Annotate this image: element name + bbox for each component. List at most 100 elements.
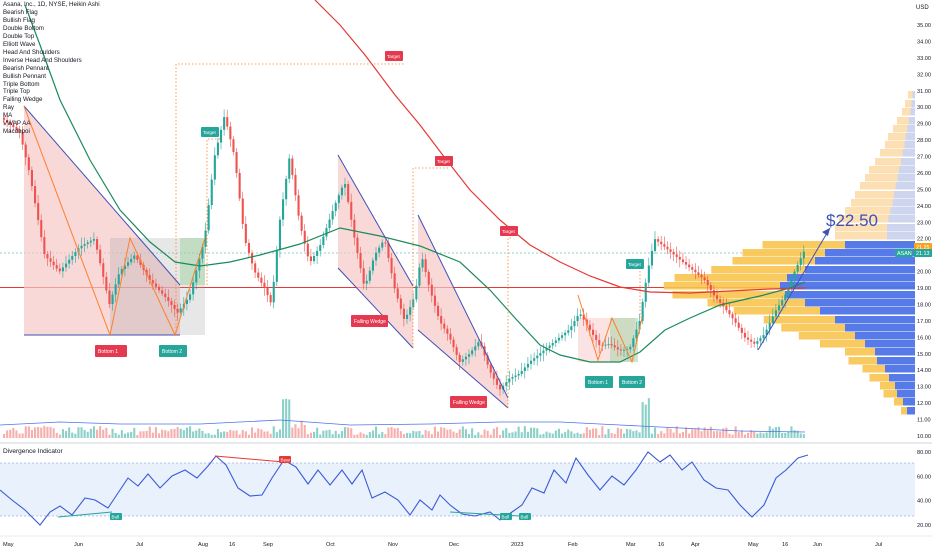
candle-body (530, 360, 533, 364)
indicator-item[interactable]: Double Top (3, 32, 35, 40)
divergence-badge (110, 513, 122, 520)
candle-body (681, 259, 684, 263)
candle-body (650, 250, 653, 266)
indicator-item[interactable]: Ray (3, 104, 15, 112)
candle-body (108, 290, 111, 305)
volume-bar (6, 430, 9, 438)
volume-bar (545, 431, 548, 438)
volume-bar (263, 431, 266, 438)
indicator-item[interactable]: Macdbpoi (3, 128, 30, 136)
candle-body (635, 329, 638, 339)
volume-profile-row (869, 374, 889, 382)
price-tick-label: 32.00 (917, 72, 931, 78)
volume-profile-row (897, 390, 915, 398)
pattern-badge (159, 345, 187, 357)
volume-bar (712, 431, 715, 438)
volume-bar (681, 431, 684, 438)
candle-body (167, 297, 170, 302)
indicator-item[interactable]: Bullish Flag (3, 16, 35, 24)
indicator-item[interactable]: Double Bottom (3, 24, 44, 32)
volume-bar (635, 430, 638, 438)
volume-profile-row (887, 224, 915, 232)
volume-profile-row (763, 316, 835, 324)
volume-bar (3, 433, 6, 438)
volume-bar (77, 427, 80, 438)
volume-bar (774, 427, 777, 438)
price-tick-label: 35.00 (917, 23, 931, 29)
candle-body (213, 155, 216, 180)
volume-bar (576, 432, 579, 438)
indicator-item[interactable]: VWAP AA (3, 120, 31, 128)
volume-bar (9, 429, 12, 438)
volume-bar (399, 431, 402, 438)
volume-bar (111, 428, 114, 438)
candle-body (455, 347, 458, 355)
volume-bar (508, 432, 511, 438)
candle-body (368, 270, 371, 281)
volume-profile-row (862, 365, 885, 373)
volume-bar (802, 434, 805, 438)
volume-bar (759, 432, 762, 438)
volume-bar (663, 433, 666, 438)
candle-body (697, 272, 700, 275)
candle-body (92, 239, 95, 241)
candle-body (30, 170, 33, 187)
volume-profile-row (820, 340, 865, 348)
price-tick-label: 33.00 (917, 56, 931, 62)
candle-body (278, 219, 281, 251)
indicator-item[interactable]: Bearish Pennant (3, 64, 49, 72)
volume-bar (46, 426, 49, 438)
indicator-item[interactable]: Triple Top (3, 88, 30, 96)
oscillator-band (0, 463, 915, 516)
volume-bar (108, 434, 111, 438)
candle-body (89, 240, 92, 243)
volume-bar (164, 430, 167, 438)
candle-body (96, 239, 99, 250)
candle-body (49, 258, 52, 262)
pattern-badge (351, 315, 388, 327)
volume-bar (492, 428, 495, 438)
candle-body (105, 276, 108, 291)
indicator-item[interactable]: Bullish Pennant (3, 72, 46, 80)
candle-body (406, 314, 409, 319)
candle-body (164, 293, 167, 298)
indicator-item[interactable]: MA (3, 112, 13, 120)
candle-body (309, 256, 312, 262)
volume-bar (145, 430, 148, 438)
candle-body (644, 282, 647, 302)
candle-body (716, 295, 719, 300)
volume-bar (226, 431, 229, 438)
candle-body (588, 324, 591, 330)
time-tick-label: 2023 (511, 542, 523, 548)
indicator-item[interactable]: Elliott Wave (3, 40, 36, 48)
candle-body (241, 198, 244, 224)
volume-bar (409, 433, 412, 438)
indicator-item[interactable]: Head And Shoulders (3, 48, 60, 56)
volume-profile-row (672, 291, 785, 299)
indicator-item[interactable]: Bearish Flag (3, 8, 38, 16)
volume-bar (619, 428, 622, 438)
candle-body (334, 202, 337, 212)
time-tick-label: Dec (449, 542, 459, 548)
candle-body (74, 252, 77, 256)
volume-bar (613, 433, 616, 438)
candle-body (294, 174, 297, 196)
volume-profile-row (860, 182, 915, 190)
volume-bar (666, 427, 669, 438)
candle-body (154, 283, 157, 287)
price-tick-label: 25.00 (917, 187, 931, 193)
volume-bar (105, 427, 108, 438)
price-tick-label: 16.00 (917, 335, 931, 341)
volume-profile-row (785, 291, 915, 299)
volume-bar (52, 428, 55, 438)
candle-body (629, 346, 632, 350)
candle-body (387, 242, 390, 258)
indicator-item[interactable]: Triple Bottom (3, 80, 40, 88)
candle-body (557, 337, 560, 341)
volume-profile-row (910, 108, 915, 116)
indicator-item[interactable]: Falling Wedge (3, 96, 43, 104)
volume-bar (443, 427, 446, 438)
indicator-item[interactable]: Inverse Head And Shoulders (3, 56, 82, 64)
candle-body (499, 384, 502, 390)
